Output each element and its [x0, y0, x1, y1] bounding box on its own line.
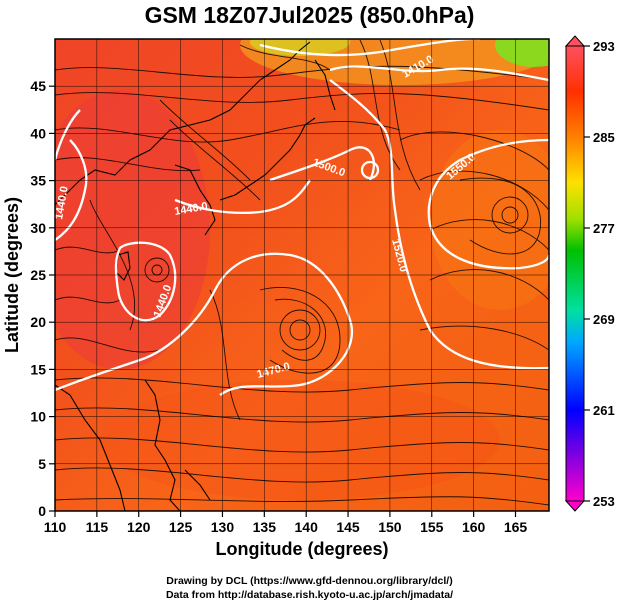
grid-lines: [55, 39, 549, 511]
contour-label: 1440.0: [173, 200, 208, 218]
x-tick-label: 150: [378, 519, 402, 535]
y-tick-label: 5: [38, 456, 46, 472]
y-tick-label: 10: [30, 409, 46, 425]
contour-1440-low: [114, 241, 177, 322]
x-tick-label: 115: [86, 519, 109, 535]
contour-1490-west: [55, 109, 81, 161]
x-tick-label: 125: [169, 519, 193, 535]
colorbar-bottom-arrow: [564, 500, 586, 512]
contour-1490-north: [329, 65, 549, 82]
y-tick-label: 25: [30, 267, 46, 283]
contour-1520: [329, 79, 549, 370]
colorbar-tick-label: 293: [593, 39, 615, 54]
colorbar-tick-label: 277: [593, 221, 615, 236]
y-axis-label: Latitude (degrees): [2, 197, 22, 353]
colorbar-scale: [565, 45, 585, 502]
y-tick-label: 40: [30, 125, 46, 141]
y-tick-label: 45: [30, 78, 46, 94]
x-tick-label: 165: [504, 519, 528, 535]
colorbar: 293 285 277 269 261 253: [564, 35, 615, 512]
contour-1440-central: [174, 179, 311, 215]
contour-1470: [55, 252, 353, 396]
x-tick-label: 140: [295, 519, 319, 535]
height-contours: [55, 39, 549, 396]
colorbar-tick-label: 261: [593, 403, 615, 418]
warm-region-east: [430, 130, 549, 310]
credit-drawing: Drawing by DCL (https://www.gfd-dennou.o…: [166, 575, 453, 587]
y-tick-label: 30: [30, 220, 46, 236]
x-axis-label: Longitude (degrees): [215, 539, 388, 559]
contour-1410: [259, 39, 480, 57]
x-tick-label: 160: [462, 519, 486, 535]
map-title: GSM 18Z07Jul2025 (850.0hPa): [144, 2, 475, 28]
streamlines: [55, 39, 549, 506]
contour-1440-west: [55, 139, 88, 241]
y-tick-label: 15: [30, 361, 46, 377]
y-tick-label: 20: [30, 314, 46, 330]
cold-region-north: [250, 39, 350, 56]
x-tick-label: 130: [211, 519, 235, 535]
x-tick-label: 110: [44, 519, 67, 535]
contour-closed-low: [360, 160, 380, 180]
y-tick-label: 35: [30, 173, 46, 189]
colorbar-top-arrow: [564, 35, 586, 47]
warm-region-south: [100, 380, 500, 500]
coastlines: [55, 41, 336, 511]
y-tick-label: 0: [38, 503, 46, 519]
colorbar-tick-label: 253: [593, 494, 615, 509]
colorbar-tick-label: 269: [593, 312, 615, 327]
x-tick-label: 155: [420, 519, 444, 535]
x-axis-ticks: 110 115 120 125 130 135 140 145 150 155 160 165: [44, 511, 528, 535]
colorbar-tick-label: 285: [593, 130, 615, 145]
x-tick-label: 145: [336, 519, 360, 535]
x-tick-label: 120: [127, 519, 151, 535]
y-axis-ticks: 0 5 10 15 20 25 30 35 40 45: [30, 78, 55, 519]
contour-1550: [427, 138, 549, 270]
x-tick-label: 135: [253, 519, 277, 535]
cold-region-northeast: [495, 39, 549, 67]
credit-data: Data from http://database.rish.kyoto-u.a…: [165, 589, 454, 601]
